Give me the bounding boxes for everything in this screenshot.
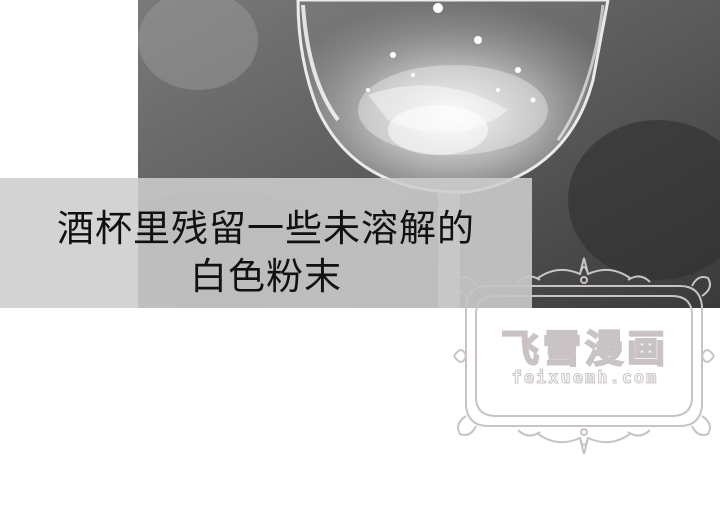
- caption-line-2: 白色粉末: [190, 255, 342, 298]
- caption-box: [0, 178, 532, 308]
- watermark-title: 飞雪漫画: [500, 326, 669, 372]
- caption-line-1: 酒杯里残留一些未溶解的: [57, 207, 475, 250]
- watermark-frame: [448, 256, 720, 456]
- watermark-url: feixuemh.com: [511, 368, 659, 389]
